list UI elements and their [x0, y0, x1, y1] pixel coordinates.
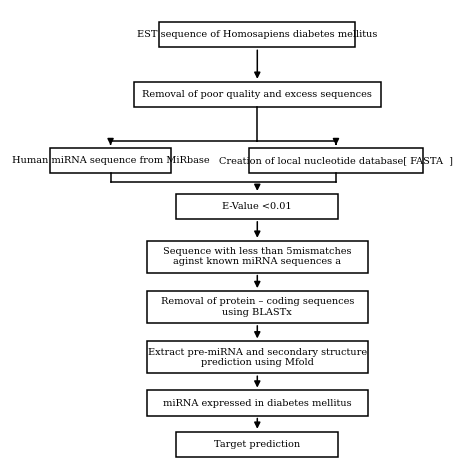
Text: Human miRNA sequence from MiRbase: Human miRNA sequence from MiRbase	[12, 156, 210, 165]
FancyBboxPatch shape	[159, 22, 355, 47]
Text: Target prediction: Target prediction	[214, 440, 301, 449]
Text: Removal of poor quality and excess sequences: Removal of poor quality and excess seque…	[142, 90, 372, 99]
FancyBboxPatch shape	[134, 81, 381, 107]
FancyBboxPatch shape	[176, 432, 338, 457]
Text: Creation of local nucleotide database[ FASTA  ]: Creation of local nucleotide database[ F…	[219, 156, 453, 165]
FancyBboxPatch shape	[147, 390, 368, 416]
FancyBboxPatch shape	[50, 148, 171, 173]
FancyBboxPatch shape	[147, 241, 368, 273]
Text: Extract pre-miRNA and secondary structure
prediction using Mfold: Extract pre-miRNA and secondary structur…	[148, 348, 367, 367]
Text: Removal of protein – coding sequences
using BLASTx: Removal of protein – coding sequences us…	[161, 297, 354, 317]
Text: EST sequence of Homosapiens diabetes mellitus: EST sequence of Homosapiens diabetes mel…	[137, 30, 377, 39]
FancyBboxPatch shape	[147, 291, 368, 323]
FancyBboxPatch shape	[249, 148, 423, 173]
Text: Sequence with less than 5mismatches
aginst known miRNA sequences a: Sequence with less than 5mismatches agin…	[163, 247, 352, 266]
Text: miRNA expressed in diabetes mellitus: miRNA expressed in diabetes mellitus	[163, 399, 352, 407]
Text: E-Value <0.01: E-Value <0.01	[222, 202, 292, 211]
FancyBboxPatch shape	[176, 194, 338, 219]
FancyBboxPatch shape	[147, 341, 368, 373]
